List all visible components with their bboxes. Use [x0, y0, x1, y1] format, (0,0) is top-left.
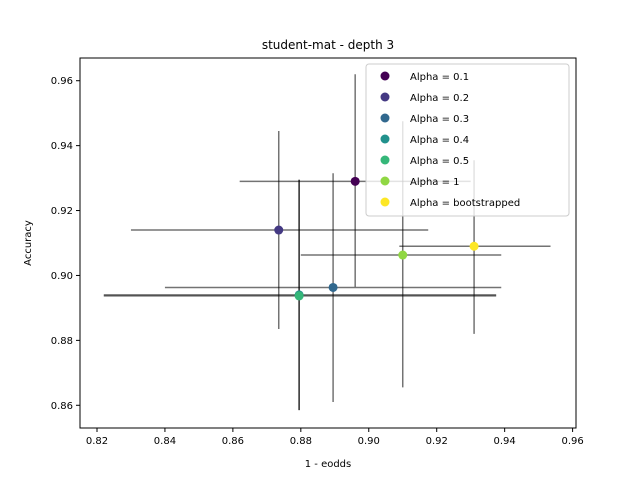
x-tick-label: 0.86: [222, 436, 244, 447]
y-tick-label: 0.96: [51, 76, 73, 87]
chart-title: student-mat - depth 3: [262, 38, 394, 52]
data-point: [274, 225, 284, 235]
x-tick-label: 0.84: [154, 436, 176, 447]
legend-entry-label: Alpha = 1: [410, 177, 460, 188]
data-points-layer: [274, 176, 479, 301]
legend-marker: [380, 92, 390, 102]
y-tick-label: 0.94: [51, 141, 73, 152]
legend-marker: [380, 197, 390, 207]
plot-area-frame: [79, 57, 577, 429]
legend-frame: [365, 63, 570, 217]
legend-entry-label: Alpha = bootstrapped: [410, 198, 520, 209]
legend-entry-label: Alpha = 0.1: [410, 72, 469, 83]
data-point: [294, 291, 304, 301]
legend-marker: [380, 113, 390, 123]
y-tick-label: 0.92: [51, 206, 73, 217]
legend-marker: [380, 71, 390, 81]
data-point: [328, 282, 338, 292]
x-tick-label: 0.88: [290, 436, 312, 447]
x-axis-ticks: 0.82 0.84 0.86 0.88 0.90 0.92 0.94 0.96: [86, 428, 584, 447]
data-point: [469, 241, 479, 251]
y-tick-label: 0.86: [51, 401, 73, 412]
x-tick-label: 0.82: [86, 436, 108, 447]
legend: Alpha = 0.1 Alpha = 0.2 Alpha = 0.3 Alpha =…: [365, 63, 570, 217]
x-tick-label: 0.92: [426, 436, 448, 447]
x-axis-label: 1 - eodds: [305, 459, 352, 470]
y-axis-ticks: 0.86 0.88 0.90 0.92 0.94 0.96: [51, 76, 80, 412]
data-point: [398, 250, 408, 260]
data-point: [350, 176, 360, 186]
y-axis-label: Accuracy: [23, 220, 34, 266]
x-tick-label: 0.96: [561, 436, 583, 447]
x-tick-label: 0.94: [494, 436, 516, 447]
legend-entry-label: Alpha = 0.5: [410, 156, 469, 167]
y-tick-label: 0.88: [51, 336, 73, 347]
y-tick-label: 0.90: [51, 271, 73, 282]
legend-marker: [380, 176, 390, 186]
legend-entry-label: Alpha = 0.2: [410, 93, 469, 104]
legend-entry-label: Alpha = 0.3: [410, 114, 469, 125]
legend-entry-label: Alpha = 0.4: [410, 135, 469, 146]
legend-marker: [380, 134, 390, 144]
legend-marker: [380, 155, 390, 165]
x-tick-label: 0.90: [358, 436, 380, 447]
